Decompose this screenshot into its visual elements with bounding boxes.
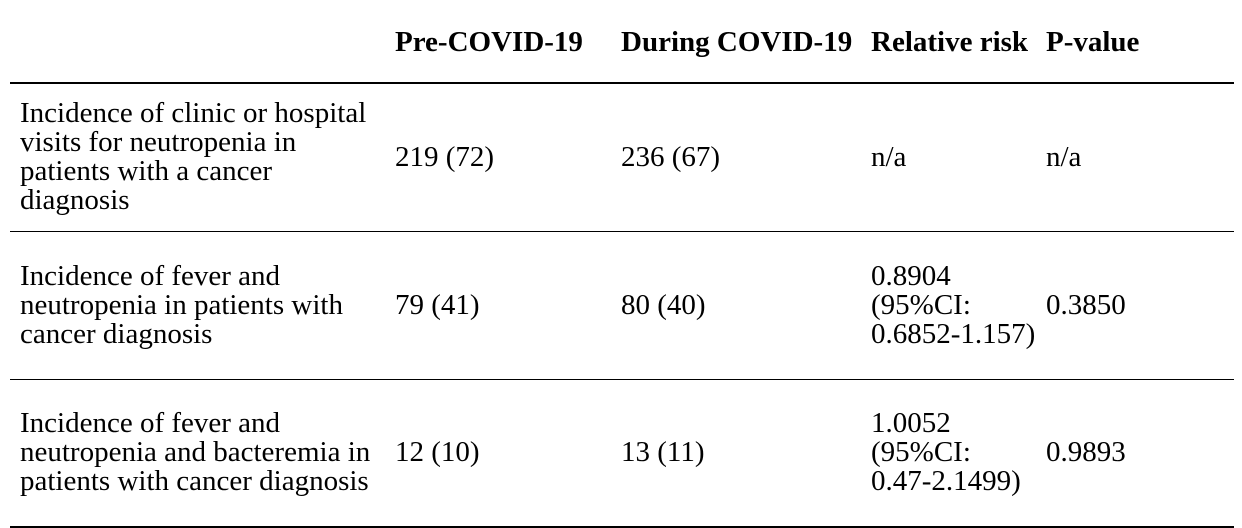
relative-risk-cell: n/a [861,83,1036,231]
header-empty [10,3,385,83]
row-label: Incidence of clinic or hospital visits f… [20,97,367,217]
during-covid-value: 236 (67) [621,140,721,173]
p-value: n/a [1046,140,1082,173]
during-covid-value: 80 (40) [621,288,706,321]
during-covid-value: 13 (11) [621,436,705,469]
p-value: 0.9893 [1046,436,1126,469]
header-during-covid: During COVID-19 [621,26,853,58]
row-label: Incidence of fever and neutropenia in pa… [20,259,343,350]
pre-covid-value: 12 (10) [395,436,480,469]
relative-risk-value: 1.0052 [871,407,951,440]
table-row: Incidence of fever and neutropenia and b… [10,379,1234,527]
header-relative-risk: Relative risk [871,26,1029,58]
header-p-value: P-value [1046,26,1140,58]
results-table: Pre-COVID-19 During COVID-19 Relative ri… [10,3,1234,528]
pre-covid-value: 79 (41) [395,288,480,321]
relative-risk-ci: (95%CI: 0.47-2.1499) [871,436,1021,498]
table-row: Incidence of clinic or hospital visits f… [10,83,1234,231]
relative-risk-cell: 1.0052 (95%CI: 0.47-2.1499) [861,379,1036,527]
relative-risk-value: 0.8904 [871,259,951,292]
relative-risk-ci: (95%CI: 0.6852-1.157) [871,288,1036,350]
p-value: 0.3850 [1046,288,1126,321]
pre-covid-value: 219 (72) [395,140,495,173]
header-row: Pre-COVID-19 During COVID-19 Relative ri… [10,3,1234,83]
table-row: Incidence of fever and neutropenia in pa… [10,231,1234,379]
relative-risk-value: n/a [871,140,907,173]
row-label: Incidence of fever and neutropenia and b… [20,407,371,498]
header-pre-covid: Pre-COVID-19 [395,26,583,58]
relative-risk-cell: 0.8904 (95%CI: 0.6852-1.157) [861,231,1036,379]
